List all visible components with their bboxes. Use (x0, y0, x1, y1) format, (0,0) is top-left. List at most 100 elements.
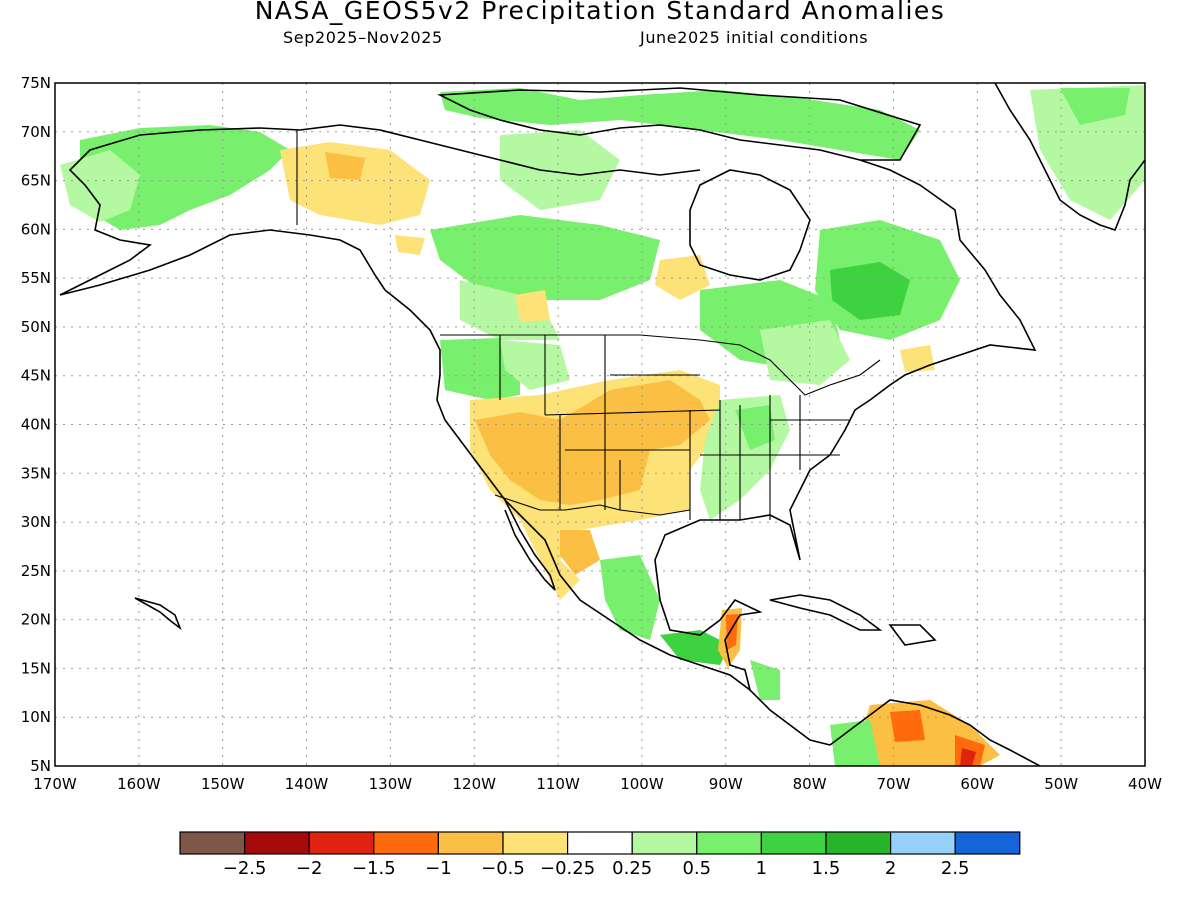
coastline-baja (504, 499, 556, 591)
border-us-canada (440, 334, 881, 396)
lon-tick-label: 150W (201, 775, 245, 793)
lon-tick-label: 40W (1128, 775, 1162, 793)
color-bar-swatch (954, 831, 1021, 855)
coastline-hispaniola (888, 624, 937, 646)
lat-tick-label: 5N (30, 757, 51, 775)
anomaly-region (560, 530, 600, 575)
color-bar-label: −1.5 (352, 858, 396, 879)
lon-tick-label: 50W (1044, 775, 1078, 793)
anomaly-region (750, 660, 780, 700)
coastline-gulf-atlantic (654, 159, 1037, 691)
lon-tick-label: 170W (33, 775, 77, 793)
lon-tick-label: 140W (285, 775, 329, 793)
coastline-south-america (829, 699, 1041, 766)
lat-tick-label: 40N (21, 416, 51, 434)
anomaly-region (60, 150, 140, 222)
anomaly-region (660, 630, 730, 665)
color-bar-label: 0.25 (612, 858, 652, 879)
political-boundaries (296, 130, 881, 520)
lon-tick-label: 160W (117, 775, 161, 793)
color-bar-swatch (502, 831, 569, 855)
anomaly-region (735, 405, 775, 450)
anomaly-region (80, 125, 290, 230)
lat-tick-label: 35N (21, 464, 51, 482)
state-lines (499, 335, 850, 520)
lat-tick-label: 60N (21, 220, 51, 238)
lon-tick-label: 90W (709, 775, 743, 793)
color-bar-swatch (889, 831, 956, 855)
anomaly-region (960, 748, 976, 766)
color-bar-label: −2.5 (223, 858, 267, 879)
color-bar-swatch (373, 831, 439, 855)
color-bar-label: −2 (296, 858, 323, 879)
color-bar-label: −1 (425, 858, 452, 879)
forecast-period: Sep2025–Nov2025 (283, 28, 443, 47)
lat-tick-label: 55N (21, 269, 51, 287)
anomaly-region (325, 152, 365, 180)
map-title: NASA_GEOS5v2 Precipitation Standard Anom… (254, 0, 946, 25)
anomaly-region (600, 555, 660, 640)
longitude-labels: 170W 160W 150W 140W 130W 120W 110W 100W 90W 80W 70… (33, 775, 1162, 793)
color-bar (179, 831, 1021, 855)
coastline-arctic-islands (436, 87, 922, 161)
anomaly-region (395, 235, 425, 255)
lon-tick-label: 70W (877, 775, 911, 793)
lat-tick-label: 15N (21, 659, 51, 677)
lon-tick-label: 60W (960, 775, 994, 793)
color-bar-label: −0.5 (481, 858, 525, 879)
map-gridlines (55, 83, 1145, 766)
lat-tick-label: 75N (21, 74, 51, 92)
color-bar-swatch (760, 831, 827, 855)
color-bar-label: −0.25 (540, 858, 595, 879)
color-bar-label: 2 (885, 858, 896, 879)
color-bar-swatch (631, 831, 698, 855)
lat-tick-label: 70N (21, 123, 51, 141)
lon-tick-label: 110W (536, 775, 580, 793)
anomaly-region (900, 345, 935, 372)
anomaly-region (890, 710, 925, 742)
lon-tick-label: 130W (369, 775, 413, 793)
lat-tick-label: 50N (21, 318, 51, 336)
coastline-hawaii (134, 597, 182, 631)
latitude-labels: 75N 70N 65N 60N 55N 50N 45N 40N 35N 30N 25N 20N 15N 1… (21, 74, 51, 775)
anomaly-region (760, 320, 850, 385)
color-bar-label: 1.5 (812, 858, 841, 879)
anomaly-region (475, 380, 710, 505)
coastline-arctic (299, 124, 701, 176)
anomaly-region (830, 720, 880, 766)
color-bar-swatch (244, 831, 310, 855)
color-bar-swatch (308, 831, 375, 855)
anomaly-region (460, 280, 560, 340)
anomaly-region (430, 215, 660, 300)
color-bar-swatch (566, 831, 633, 855)
lon-tick-label: 80W (793, 775, 827, 793)
lat-tick-label: 30N (21, 513, 51, 531)
anomaly-region (1060, 88, 1130, 125)
map-frame (54, 82, 1146, 767)
lon-tick-label: 100W (620, 775, 664, 793)
coastline-alaska (59, 127, 386, 296)
anomaly-region (515, 290, 550, 322)
color-bar-labels: −2.5 −2 −1.5 −1 −0.5 −0.25 0.25 0.5 1 1.5 2 2.5 (223, 858, 970, 879)
color-bar-label: 2.5 (941, 858, 970, 879)
color-bar-swatch (696, 831, 762, 855)
color-bar-swatch (825, 831, 892, 855)
lat-tick-label: 45N (21, 367, 51, 385)
anomaly-region (655, 255, 710, 300)
anomaly-region (500, 340, 570, 390)
lat-tick-label: 10N (21, 708, 51, 726)
color-bar-swatch (179, 831, 246, 855)
color-bar-label: 1 (756, 858, 767, 879)
coastline-cuba (769, 594, 883, 631)
lon-tick-label: 120W (452, 775, 496, 793)
initial-conditions-label: June2025 initial conditions (640, 28, 869, 47)
lat-tick-label: 25N (21, 562, 51, 580)
color-bar-label: 0.5 (682, 858, 711, 879)
anomaly-region (830, 262, 910, 320)
anomaly-region (1030, 85, 1145, 220)
lat-tick-label: 65N (21, 172, 51, 190)
coastline-greenland (994, 83, 1145, 231)
anomaly-region (280, 142, 430, 225)
border-us-mexico (494, 494, 691, 516)
